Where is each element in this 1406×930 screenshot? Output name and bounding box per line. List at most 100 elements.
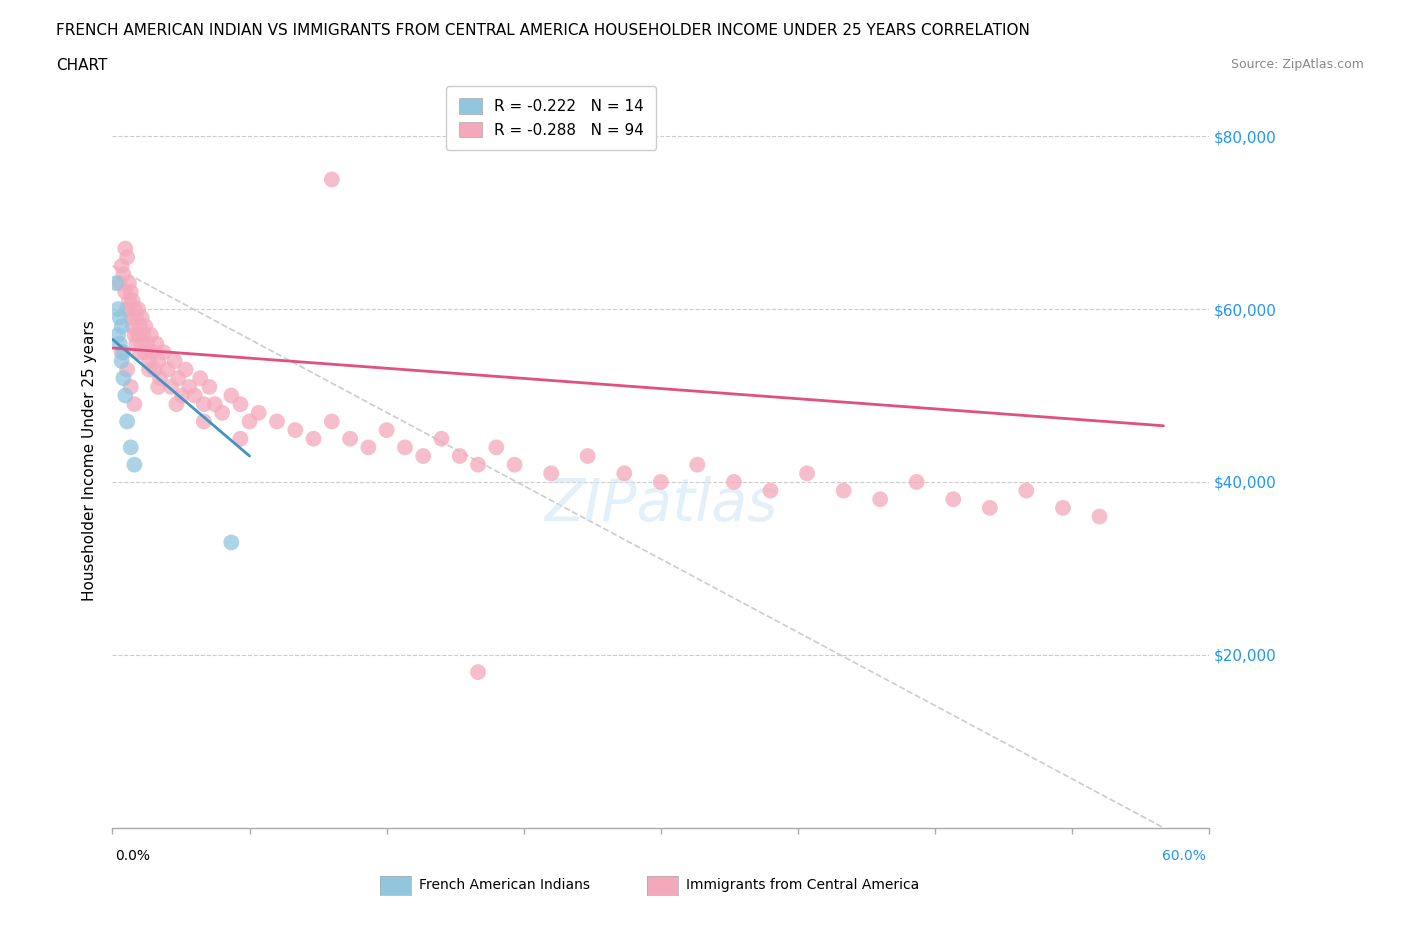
Point <box>321 414 343 429</box>
Point <box>467 458 489 472</box>
Point <box>193 397 215 412</box>
Point <box>198 379 221 394</box>
Text: ZIPatlas: ZIPatlas <box>544 476 778 533</box>
Point <box>869 492 891 507</box>
Point <box>111 259 132 273</box>
Point <box>124 458 146 472</box>
Point <box>1015 484 1038 498</box>
Point <box>247 405 270 420</box>
Point <box>204 397 226 412</box>
Point <box>112 345 135 360</box>
Point <box>107 301 129 316</box>
Point <box>239 414 262 429</box>
Point <box>114 285 136 299</box>
Point <box>149 371 172 386</box>
Text: FRENCH AMERICAN INDIAN VS IMMIGRANTS FROM CENTRAL AMERICA HOUSEHOLDER INCOME UND: FRENCH AMERICAN INDIAN VS IMMIGRANTS FRO… <box>56 23 1031 38</box>
Point <box>174 362 197 377</box>
Point <box>129 345 152 360</box>
Text: Immigrants from Central America: Immigrants from Central America <box>686 878 920 893</box>
Point <box>118 293 141 308</box>
Point <box>284 422 307 437</box>
Point <box>125 337 148 352</box>
Point <box>121 293 143 308</box>
Point <box>1052 500 1074 515</box>
Legend: R = -0.222   N = 14, R = -0.288   N = 94: R = -0.222 N = 14, R = -0.288 N = 94 <box>447 86 655 150</box>
Point <box>148 353 170 368</box>
Text: French American Indians: French American Indians <box>419 878 591 893</box>
Point <box>1088 509 1111 524</box>
Point <box>942 492 965 507</box>
Point <box>124 301 146 316</box>
Point <box>163 353 186 368</box>
Point <box>143 362 166 377</box>
Point <box>485 440 508 455</box>
Text: 60.0%: 60.0% <box>1163 849 1206 863</box>
Point <box>120 379 142 394</box>
Point <box>131 337 153 352</box>
Point <box>112 371 135 386</box>
Point <box>129 327 152 342</box>
Point <box>105 275 128 290</box>
Point <box>127 327 149 342</box>
Point <box>131 311 153 325</box>
Point <box>115 301 138 316</box>
Point <box>148 379 170 394</box>
Point <box>412 448 434 463</box>
Point <box>129 319 152 334</box>
Point <box>193 414 215 429</box>
Point <box>467 665 489 680</box>
Point <box>339 432 361 446</box>
Point <box>156 362 179 377</box>
Point <box>134 319 156 334</box>
Point <box>302 432 325 446</box>
Point <box>832 484 855 498</box>
Point <box>576 448 599 463</box>
Point <box>449 448 471 463</box>
Point <box>613 466 636 481</box>
Point <box>723 474 745 489</box>
Point <box>112 267 135 282</box>
Point <box>125 311 148 325</box>
Point <box>120 285 142 299</box>
Point <box>138 362 160 377</box>
Point <box>115 362 138 377</box>
Point <box>170 388 193 403</box>
Point <box>138 353 160 368</box>
Point <box>188 371 211 386</box>
Point <box>111 353 132 368</box>
Point <box>136 337 159 352</box>
Point <box>759 484 782 498</box>
Point <box>145 337 167 352</box>
Point <box>166 397 188 412</box>
Point <box>124 397 146 412</box>
Point <box>114 388 136 403</box>
Point <box>221 388 243 403</box>
Point <box>540 466 562 481</box>
Point <box>357 440 380 455</box>
Point <box>375 422 398 437</box>
Point <box>132 327 155 342</box>
Point <box>211 405 233 420</box>
Point <box>152 345 174 360</box>
Point <box>394 440 416 455</box>
Text: 0.0%: 0.0% <box>115 849 150 863</box>
Point <box>229 397 252 412</box>
Point <box>266 414 288 429</box>
Point <box>107 327 129 342</box>
Text: CHART: CHART <box>56 58 108 73</box>
Point <box>179 379 201 394</box>
Point <box>686 458 709 472</box>
Point <box>905 474 928 489</box>
Point <box>183 388 207 403</box>
Text: Source: ZipAtlas.com: Source: ZipAtlas.com <box>1230 58 1364 71</box>
Point <box>111 345 132 360</box>
Point <box>120 311 142 325</box>
Point <box>134 345 156 360</box>
Point <box>650 474 672 489</box>
Point <box>121 319 143 334</box>
Y-axis label: Householder Income Under 25 years: Householder Income Under 25 years <box>82 320 97 601</box>
Point <box>430 432 453 446</box>
Point <box>503 458 526 472</box>
Point <box>115 250 138 265</box>
Point <box>118 275 141 290</box>
